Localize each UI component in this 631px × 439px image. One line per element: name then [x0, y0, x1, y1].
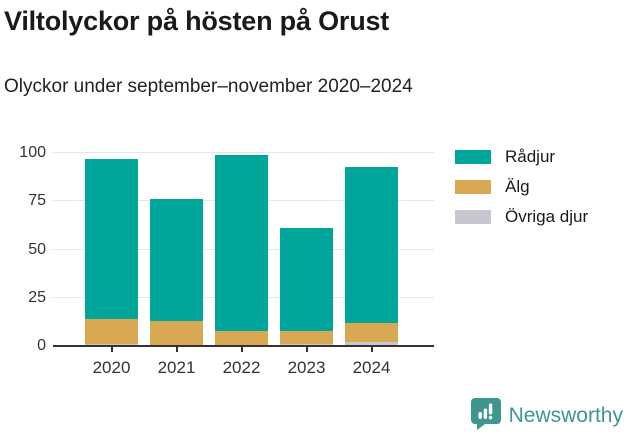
bar-segment-2020-Älg — [85, 319, 138, 345]
y-tick-label-0: 0 — [37, 337, 46, 354]
x-tick-2024 — [370, 347, 373, 352]
bar-segment-2024-Övriga djur — [345, 342, 398, 346]
bar-segment-2024-Rådjur — [345, 166, 398, 323]
x-tick-2020 — [110, 347, 113, 352]
legend: Rådjur Älg Övriga djur — [455, 146, 588, 236]
x-tick-label-2022: 2022 — [222, 358, 261, 377]
x-tick-label-2023: 2023 — [287, 358, 326, 377]
legend-swatch-Rådjur — [455, 149, 491, 164]
x-tick-label-2024: 2024 — [352, 358, 391, 377]
x-tick-label-2020: 2020 — [92, 358, 131, 377]
chart-title: Viltolyckor på hösten på Orust — [4, 6, 390, 36]
bar-segment-2022-Älg — [215, 330, 268, 346]
legend-swatch-Övriga djur — [455, 209, 491, 224]
y-tick-label-100: 100 — [19, 144, 46, 161]
brand-name: Newsworthy — [508, 403, 623, 427]
y-tick-label-25: 25 — [28, 288, 46, 306]
y-tick-label-50: 50 — [28, 240, 46, 258]
x-tick-2023 — [305, 347, 308, 352]
brand-footer: Newsworthy — [470, 396, 623, 435]
y-tick-label-75: 75 — [28, 192, 46, 210]
bar-segment-2023-Rådjur — [280, 228, 333, 331]
x-tick-label-2021: 2021 — [157, 358, 196, 377]
legend-label-Övriga djur: Övriga djur — [505, 206, 589, 226]
legend-label-Älg: Älg — [505, 176, 530, 196]
bar-segment-2021-Rådjur — [150, 199, 203, 321]
bar-segment-2020-Rådjur — [85, 158, 138, 319]
bar-2020 — [85, 153, 138, 346]
legend-item-Älg: Älg — [455, 176, 588, 197]
x-tick-2022 — [240, 347, 243, 352]
newsworthy-logo-icon — [470, 396, 502, 435]
legend-swatch-Älg — [455, 179, 491, 194]
bar-segment-2021-Älg — [150, 320, 203, 346]
plot-area — [53, 152, 434, 346]
bar-2022 — [215, 153, 268, 346]
x-tick-2021 — [175, 347, 178, 352]
bar-segment-2024-Älg — [345, 322, 398, 343]
bar-2021 — [150, 153, 203, 346]
legend-label-Rådjur: Rådjur — [505, 146, 556, 166]
x-axis-line — [53, 345, 434, 347]
gridline-y100 — [53, 152, 434, 153]
chart-subtitle: Olyckor under september–november 2020–20… — [4, 76, 413, 97]
legend-item-Rådjur: Rådjur — [455, 146, 588, 167]
legend-item-Övriga djur: Övriga djur — [455, 206, 588, 227]
bar-segment-2023-Älg — [280, 330, 333, 345]
bar-2023 — [280, 153, 333, 346]
bar-2024 — [345, 153, 398, 346]
bar-segment-2022-Rådjur — [215, 154, 268, 331]
